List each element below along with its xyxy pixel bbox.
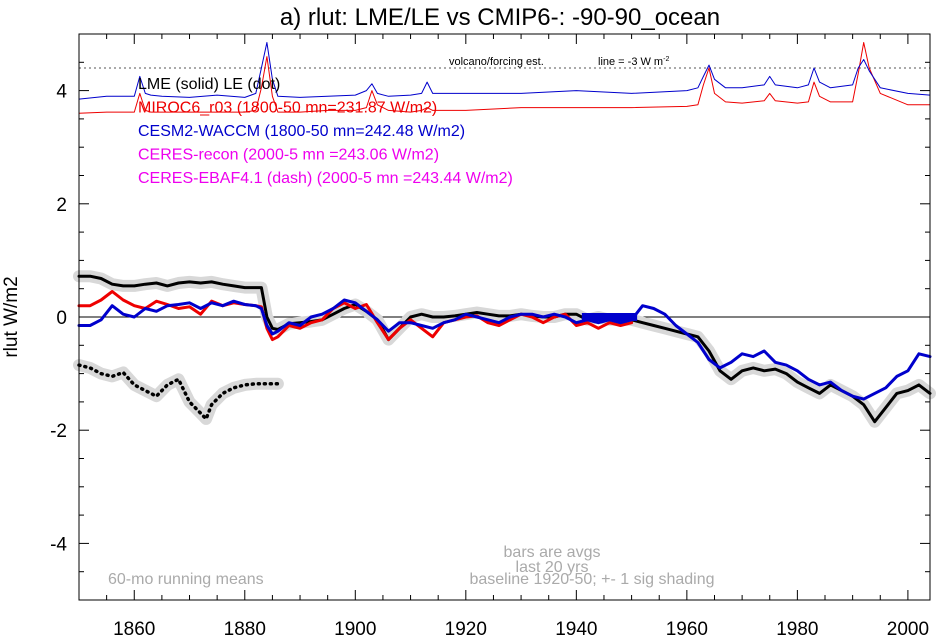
- line-note-text: line = -3 W m: [598, 56, 663, 68]
- baseline-bar: [581, 313, 638, 321]
- y-tick-label: 2: [56, 195, 67, 216]
- x-tick-label: 1960: [666, 619, 708, 640]
- legend-entry-4: CERES-EBAF4.1 (dash) (2000-5 mn =243.44 …: [138, 170, 513, 187]
- bars-annotation-line1: bars are avgs: [504, 544, 601, 561]
- x-tick-label: 1860: [113, 619, 155, 640]
- x-tick-label: 1880: [224, 619, 266, 640]
- series-line-3: [77, 363, 280, 421]
- x-tick-label: 1980: [776, 619, 818, 640]
- y-tick-label: 4: [56, 82, 67, 103]
- y-tick-label: 0: [56, 308, 67, 329]
- x-tick-label: 2000: [887, 619, 929, 640]
- chart-title: a) rlut: LME/LE vs CMIP6-: -90-90_ocean: [280, 4, 720, 31]
- legend-entry-1: MIROC6_r03 (1800-50 mn=231.87 W/m2): [138, 100, 437, 117]
- series-line-1: [77, 290, 634, 342]
- legend-entry-3: CERES-recon (2000-5 mn =243.06 W/m2): [138, 147, 439, 164]
- legend: LME (solid) LE (dot) MIROC6_r03 (1800-50 …: [138, 76, 513, 187]
- y-tick-label: -4: [50, 534, 67, 555]
- shading-layer: [73, 270, 936, 428]
- legend-entry-2: CESM2-WACCM (1800-50 mn=242.48 W/m2): [138, 123, 465, 140]
- y-axis-label: rlut W/m2: [1, 276, 22, 357]
- series-line-0: [77, 274, 932, 424]
- x-tick-label: 1920: [445, 619, 487, 640]
- y-tick-label: -2: [50, 421, 67, 442]
- bars-annotation-line2: last 20 yrs: [516, 559, 589, 576]
- series-line-4: [78, 42, 931, 114]
- line-note-annotation: line = -3 W m-2: [598, 56, 669, 68]
- baseline-annotation: baseline 1920-50; +- 1 sig shading: [469, 571, 714, 588]
- series-line-2: [77, 298, 932, 401]
- series-line-5: [78, 42, 931, 100]
- axes: 1860 1880 1900 1920 1940 1960 1980 2000 4 2 0 -2 -4: [50, 33, 931, 640]
- series-shading-3: [73, 359, 284, 425]
- volcano-annotation: volcano/forcing est.: [449, 56, 544, 68]
- x-tick-label: 1900: [334, 619, 376, 640]
- line-note-superscript: -2: [663, 56, 669, 63]
- legend-entry-0: LME (solid) LE (dot): [138, 76, 280, 93]
- running-mean-annotation: 60-mo running means: [108, 571, 264, 588]
- x-tick-label: 1940: [555, 619, 597, 640]
- series-lines: [77, 42, 932, 424]
- series-shading-0: [73, 270, 936, 428]
